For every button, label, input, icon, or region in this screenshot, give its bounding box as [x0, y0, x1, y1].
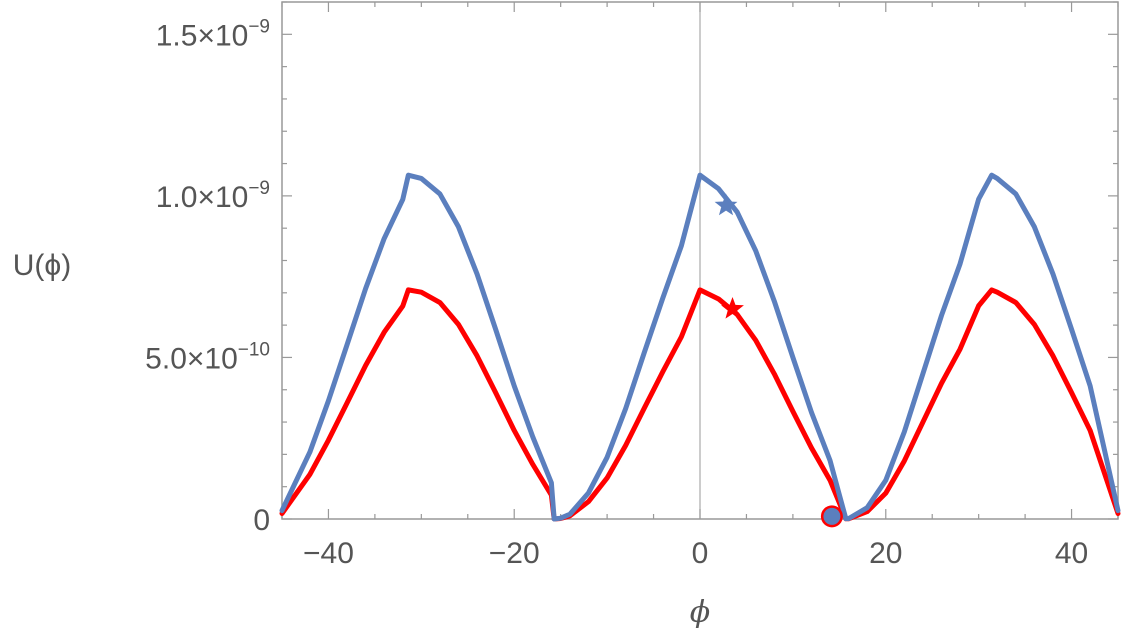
- markers: [714, 193, 843, 528]
- star-marker: [714, 193, 738, 216]
- circle-marker: [823, 507, 841, 525]
- y-tick-label: 1.5×10−9: [156, 16, 270, 52]
- curves: [279, 172, 1121, 522]
- series-line: [279, 287, 1121, 522]
- x-tick-label: −20: [489, 537, 540, 570]
- series-line: [279, 172, 1121, 522]
- x-tick-label: 40: [1055, 537, 1088, 570]
- x-tick-label: −40: [303, 537, 354, 570]
- x-tick-label: 20: [869, 537, 902, 570]
- star-marker: [721, 296, 744, 319]
- tick-marks: [281, 1, 1119, 520]
- x-axis-title: ϕ: [690, 595, 710, 630]
- y-axis-title: U(ϕ): [13, 249, 71, 282]
- y-tick-label: 1.0×10−9: [156, 178, 270, 214]
- x-tick-label: 0: [692, 537, 709, 570]
- x-tick-labels: −40 −20 0 20 40: [303, 537, 1088, 570]
- y-tick-label: 5.0×10−10: [145, 339, 270, 375]
- y-tick-label: 0: [253, 504, 270, 537]
- y-tick-labels: 0 5.0×10−10 1.0×10−9 1.5×10−9: [145, 16, 270, 537]
